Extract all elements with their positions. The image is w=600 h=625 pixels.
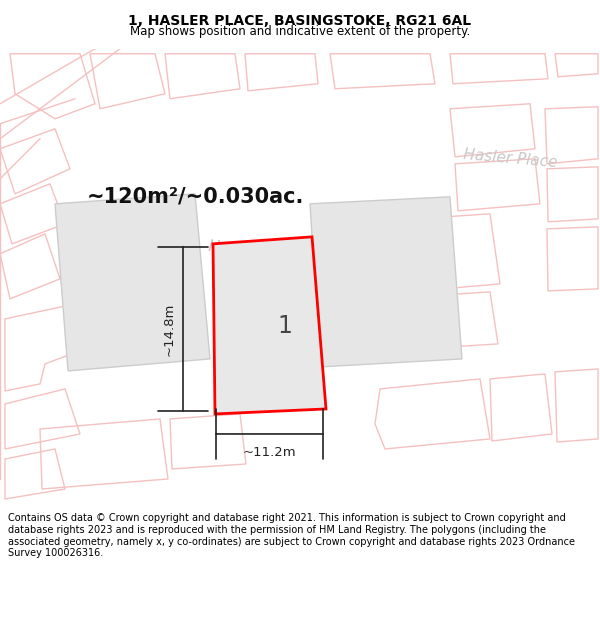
Text: ~120m²/~0.030ac.: ~120m²/~0.030ac.	[86, 187, 304, 207]
Text: Hasler Place: Hasler Place	[463, 148, 557, 171]
Polygon shape	[55, 194, 210, 371]
Text: Contains OS data © Crown copyright and database right 2021. This information is : Contains OS data © Crown copyright and d…	[8, 514, 575, 558]
Polygon shape	[310, 197, 462, 367]
Text: Map shows position and indicative extent of the property.: Map shows position and indicative extent…	[130, 25, 470, 38]
Text: Hasler Place: Hasler Place	[208, 239, 302, 262]
Text: 1, HASLER PLACE, BASINGSTOKE, RG21 6AL: 1, HASLER PLACE, BASINGSTOKE, RG21 6AL	[128, 14, 472, 28]
Text: ~11.2m: ~11.2m	[242, 446, 296, 459]
Polygon shape	[213, 237, 326, 414]
Text: 1: 1	[277, 314, 292, 338]
Text: ~14.8m: ~14.8m	[163, 302, 176, 356]
